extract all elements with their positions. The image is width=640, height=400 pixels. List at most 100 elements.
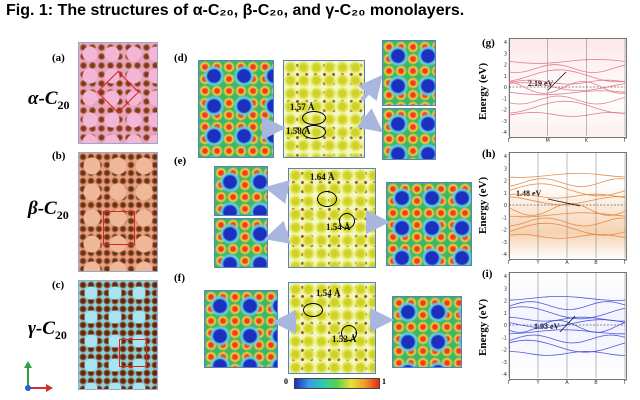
bond-length-d2: 1.58 Å [286, 126, 311, 136]
band-curve [508, 334, 626, 344]
band-curve [508, 339, 626, 353]
ytick-label: 1 [504, 191, 507, 197]
unit-cell-marker [103, 211, 135, 245]
bond-length-f1: 1.54 Å [316, 288, 341, 298]
panel-label-c: (c) [52, 279, 65, 291]
band-curve [508, 202, 626, 216]
band-curve [508, 193, 626, 199]
ytick-label: -1 [502, 335, 507, 341]
elf-map-alpha-side [198, 60, 274, 158]
panel-label-e: (e) [174, 155, 187, 167]
ytick-label: 1 [504, 311, 507, 317]
ytick-label: -2 [502, 348, 507, 354]
alpha-lattice-image [78, 42, 158, 144]
bond-highlight-oval [302, 111, 326, 125]
xtick-label: Γ [508, 380, 511, 386]
band-curve [508, 319, 626, 333]
ytick-label: 2 [504, 63, 507, 69]
ytick-label: 3 [504, 51, 507, 57]
band-curve [508, 173, 626, 178]
xtick-label: Y [535, 260, 540, 266]
band-curve [508, 90, 626, 96]
band-curve [508, 212, 626, 218]
panel-label-a: (a) [52, 52, 65, 64]
band-curve [508, 196, 626, 206]
unit-cell-marker [119, 339, 147, 367]
phase-label-gamma: γ-C20 [28, 318, 67, 342]
elf-isosurface-gamma [288, 282, 376, 374]
band-curve [508, 79, 626, 85]
elf-map-alpha-top-1 [382, 40, 436, 106]
xtick-label: A [565, 380, 569, 386]
band-curve [508, 69, 626, 83]
elf-map-gamma-1 [204, 290, 278, 368]
elf-isosurface-alpha [283, 60, 365, 158]
band-gap-g: 2.19 eV [528, 79, 554, 88]
band-curve [508, 296, 626, 301]
ytick-label: 1 [504, 74, 507, 80]
band-curve [508, 82, 626, 92]
elf-map-beta-1 [214, 166, 268, 216]
band-curve [508, 301, 626, 311]
band-curve [508, 217, 626, 227]
band-curve [508, 350, 626, 356]
ytick-label: -1 [502, 96, 507, 102]
bond-highlight-oval [302, 125, 326, 139]
xtick-label: Γ [508, 138, 511, 144]
band-gap-i: 1.93 eV [534, 322, 560, 331]
ytick-label: 0 [504, 85, 507, 91]
band-curve [508, 111, 626, 117]
band-gap-arrow [547, 198, 581, 207]
ytick-label: 4 [504, 274, 507, 280]
ytick-label: -3 [502, 360, 507, 366]
band-curve [508, 306, 626, 320]
band-curve [508, 178, 626, 188]
elf-map-beta-2 [214, 218, 268, 268]
xtick-label: B [594, 380, 598, 386]
ytick-label: 2 [504, 299, 507, 305]
ytick-label: -4 [502, 252, 507, 258]
beta-lattice-image [78, 152, 158, 272]
bond-length-f2: 1.52 Å [332, 334, 357, 344]
xtick-label: Γ [624, 380, 627, 386]
band-gap-arrow [559, 315, 576, 333]
ytick-label: 0 [504, 323, 507, 329]
band-curve [508, 64, 626, 73]
xtick-label: Γ [508, 260, 511, 266]
band-gap-h: 1.48 eV [516, 189, 542, 198]
elf-map-beta-3 [386, 182, 472, 266]
bond-highlight-oval [303, 303, 323, 317]
ytick-label: -2 [502, 108, 507, 114]
band-gap-arrow [547, 71, 567, 91]
ytick-label: 3 [504, 286, 507, 292]
bond-highlight-oval [339, 213, 355, 229]
phase-label-alpha: α-C20 [28, 88, 70, 112]
colorbar-min-label: 0 [284, 377, 288, 386]
xtick-label: Y [535, 380, 540, 386]
panel-label-b: (b) [52, 150, 66, 162]
ytick-label: -4 [502, 372, 507, 378]
xtick-label: B [594, 260, 598, 266]
band-structure-h [509, 152, 627, 260]
band-curve [508, 58, 626, 64]
bond-length-e2: 1.54 Å [326, 222, 351, 232]
bond-highlight-oval [317, 191, 337, 207]
ytick-label: -3 [502, 119, 507, 125]
bond-highlight-oval [341, 325, 357, 341]
band-curve [508, 222, 626, 236]
xtick-label: Γ [624, 138, 627, 144]
ytick-label: 4 [504, 154, 507, 160]
band-structure-i [509, 272, 627, 380]
band-structure-g [509, 38, 627, 138]
band-curve [508, 183, 626, 197]
phase-label-beta: β-C20 [28, 198, 69, 222]
band-curve [508, 80, 626, 94]
ytick-label: 3 [504, 166, 507, 172]
panel-label-d: (d) [174, 52, 188, 64]
xtick-label: A [565, 260, 569, 266]
panel-label-f: (f) [174, 272, 185, 284]
ytick-label: 4 [504, 40, 507, 46]
band-curve [508, 234, 626, 239]
